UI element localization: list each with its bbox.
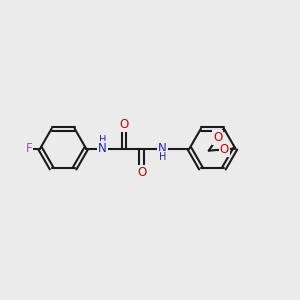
Text: O: O	[220, 143, 229, 156]
Text: O: O	[137, 166, 146, 178]
Text: N: N	[158, 142, 167, 155]
Text: O: O	[119, 118, 129, 131]
Text: H: H	[159, 152, 166, 162]
Text: F: F	[26, 142, 32, 155]
Text: O: O	[213, 131, 222, 144]
Text: N: N	[98, 142, 107, 155]
Text: H: H	[99, 135, 106, 145]
